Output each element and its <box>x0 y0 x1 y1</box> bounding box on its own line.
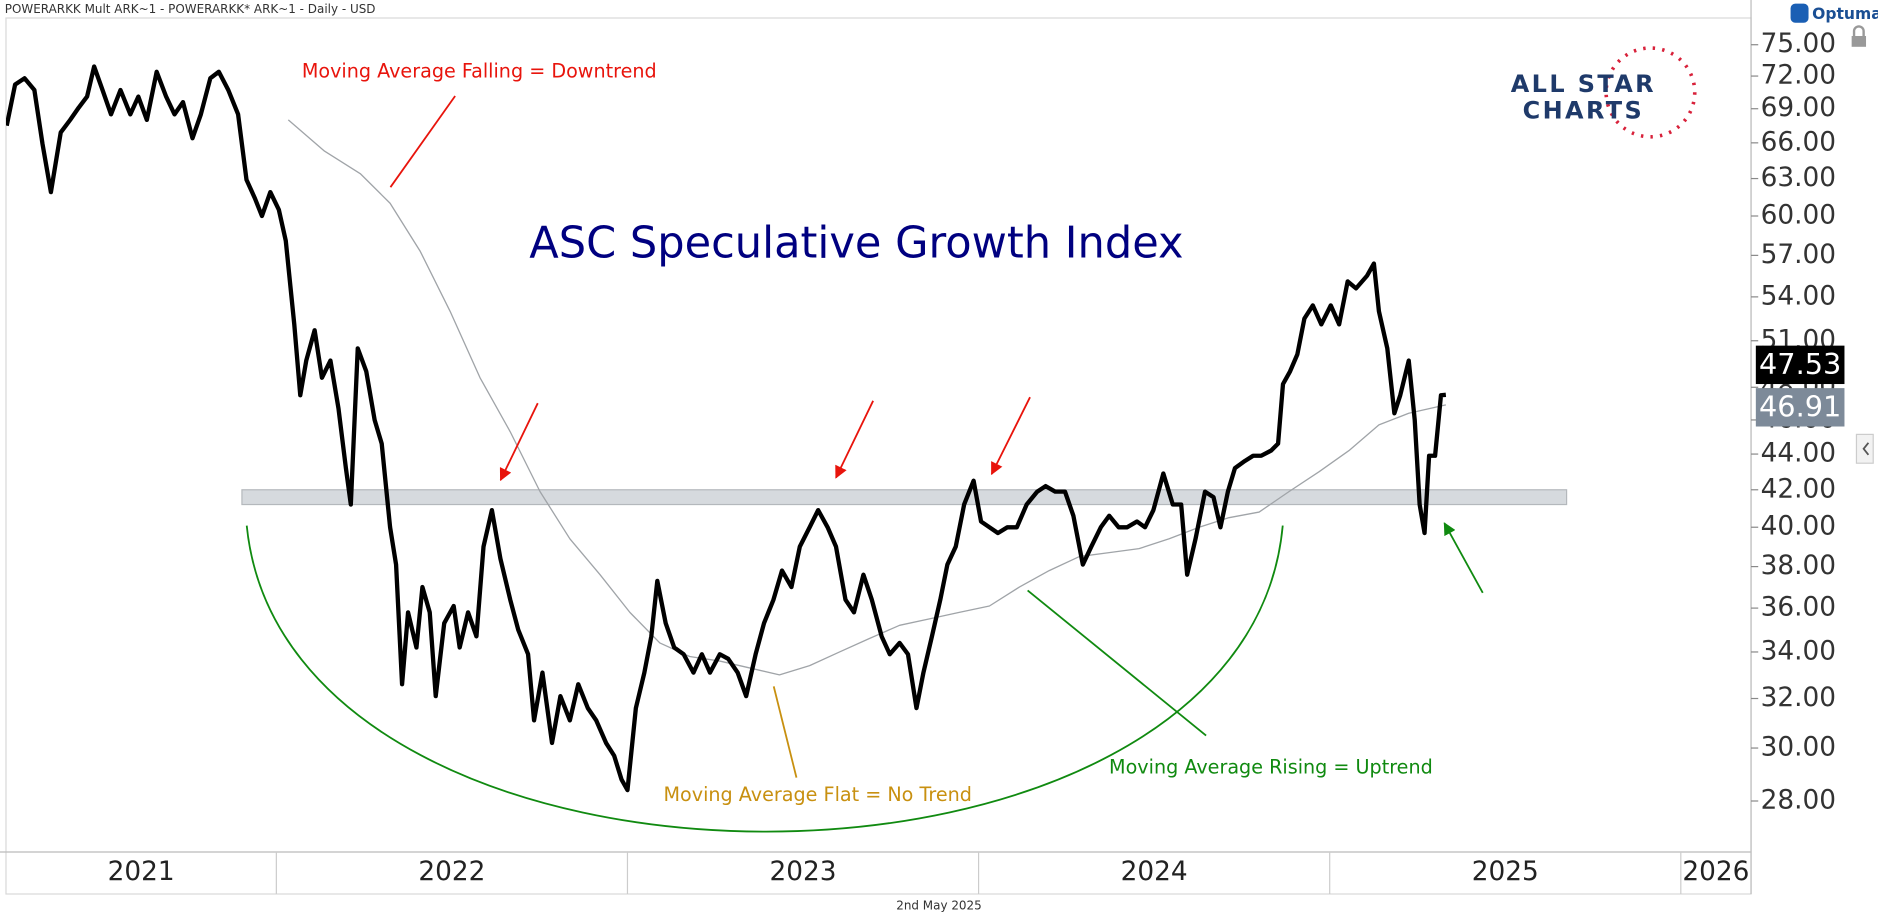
side-tab-arrow <box>1862 442 1870 456</box>
x-tick-label: 2023 <box>770 857 837 887</box>
x-tick-label: 2026 <box>1682 857 1749 887</box>
lock-icon <box>1851 36 1867 47</box>
moving-average-line <box>287 119 1447 676</box>
arrow <box>1443 522 1484 594</box>
lock-shackle <box>1852 25 1865 36</box>
base-arc <box>245 525 1284 833</box>
footer-date: 2nd May 2025 <box>896 898 982 912</box>
y-tick-label: 54.00 <box>1761 281 1836 311</box>
y-tick-label: 72.00 <box>1761 61 1836 91</box>
x-axis: 2021 2022 2023 2024 2025 2026 <box>108 852 1749 894</box>
brand: Optuma <box>1790 3 1878 464</box>
header: POWERARKK Mult ARK~1 - POWERARKK* ARK~1 … <box>5 2 376 16</box>
last-value-box <box>1755 388 1845 427</box>
brand-name: Optuma <box>1812 5 1878 23</box>
y-tick-label: 69.00 <box>1761 93 1836 123</box>
annotation: Moving Average Falling = Downtrend <box>302 59 657 82</box>
annotation-arrows <box>245 95 1484 833</box>
x-tick-label: 2021 <box>108 857 175 887</box>
chart-title: ASC Speculative Growth Index <box>529 218 1183 268</box>
y-tick-label: 75.00 <box>1761 29 1836 59</box>
x-tick-label: 2022 <box>418 857 485 887</box>
y-tick-label: 60.00 <box>1761 200 1836 230</box>
highlight-band <box>241 489 1568 506</box>
series-layer <box>5 64 1447 793</box>
last-value-box <box>1755 345 1845 385</box>
y-tick-label: 34.00 <box>1761 636 1836 666</box>
price-line <box>5 64 1447 793</box>
pointer-line <box>772 686 798 778</box>
arrow <box>990 396 1031 476</box>
logo-ring <box>1604 46 1697 139</box>
y-tick-label: 38.00 <box>1761 551 1836 581</box>
x-tick-label: 2024 <box>1121 857 1188 887</box>
brand-icon <box>1790 3 1809 23</box>
logo: ALL STAR CHARTS <box>1511 46 1697 139</box>
y-tick-label: 36.00 <box>1761 593 1836 623</box>
annotation: Moving Average Flat = No Trend <box>664 783 972 806</box>
last-value-label: 46.91 <box>1759 389 1841 423</box>
y-tick-label: 66.00 <box>1761 127 1836 157</box>
arrow <box>835 400 874 479</box>
under-layer <box>241 489 1568 506</box>
side-tab <box>1855 433 1874 464</box>
y-tick-label: 40.00 <box>1761 512 1836 542</box>
annotation: Moving Average Rising = Uptrend <box>1109 755 1433 778</box>
y-tick-label: 32.00 <box>1761 683 1836 713</box>
over-layer: 47.53 46.91 Moving Average Falling = Downt… <box>302 59 1845 806</box>
y-tick-label: 57.00 <box>1761 240 1836 270</box>
arrow <box>499 402 539 482</box>
y-tick-label: 63.00 <box>1761 163 1836 193</box>
last-value-label: 47.53 <box>1759 347 1841 381</box>
y-tick-label: 30.00 <box>1761 733 1836 763</box>
logo-line: ALL STAR <box>1511 70 1656 98</box>
arrow <box>389 95 456 188</box>
y-tick-label: 28.00 <box>1761 785 1836 815</box>
y-tick-label: 44.00 <box>1761 439 1836 469</box>
logo-line: CHARTS <box>1523 97 1644 125</box>
y-tick-label: 42.00 <box>1761 474 1836 504</box>
x-tick-label: 2025 <box>1472 857 1539 887</box>
